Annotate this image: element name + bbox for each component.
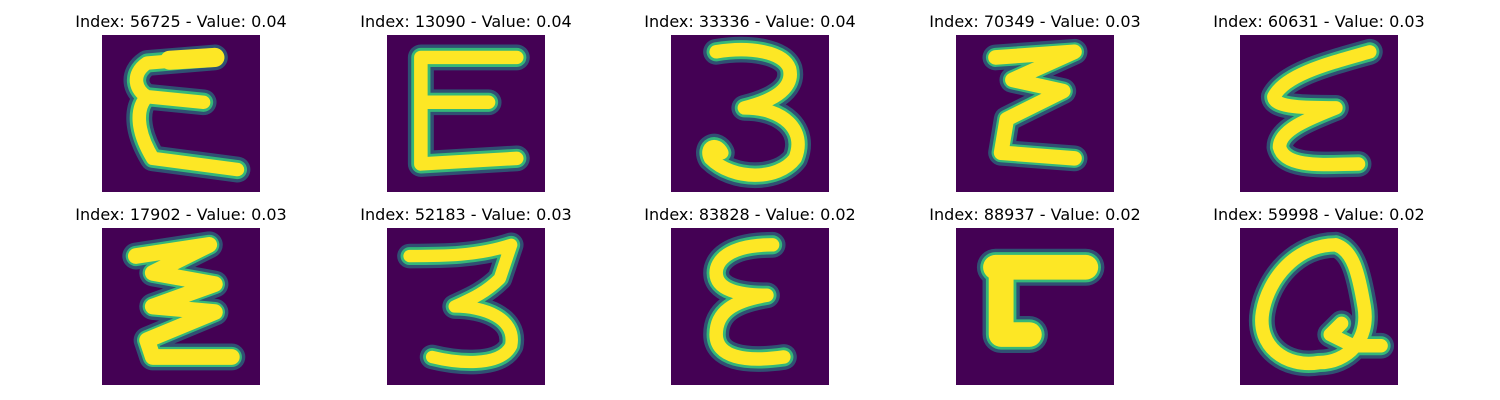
panel-6: Index: 17902 - Value: 0.03 bbox=[56, 205, 306, 395]
panel-title: Index: 56725 - Value: 0.04 bbox=[75, 12, 287, 31]
panel-title: Index: 59998 - Value: 0.02 bbox=[1213, 205, 1425, 224]
panel-2: Index: 13090 - Value: 0.04 bbox=[341, 12, 591, 202]
digit-image bbox=[1240, 35, 1398, 192]
panel-8: Index: 83828 - Value: 0.02 bbox=[625, 205, 875, 395]
panel-title: Index: 70349 - Value: 0.03 bbox=[929, 12, 1141, 31]
panel-10: Index: 59998 - Value: 0.02 bbox=[1194, 205, 1444, 395]
panel-title: Index: 13090 - Value: 0.04 bbox=[360, 12, 572, 31]
digit-image bbox=[1240, 228, 1398, 385]
digit-image bbox=[102, 228, 260, 385]
digit-image bbox=[671, 228, 829, 385]
panel-title: Index: 17902 - Value: 0.03 bbox=[75, 205, 287, 224]
panel-3: Index: 33336 - Value: 0.04 bbox=[625, 12, 875, 202]
digit-image bbox=[956, 35, 1114, 192]
panel-1: Index: 56725 - Value: 0.04 bbox=[56, 12, 306, 202]
panel-title: Index: 60631 - Value: 0.03 bbox=[1213, 12, 1425, 31]
panel-title: Index: 83828 - Value: 0.02 bbox=[644, 205, 856, 224]
digit-image bbox=[387, 228, 545, 385]
panel-title: Index: 33336 - Value: 0.04 bbox=[644, 12, 856, 31]
panel-4: Index: 70349 - Value: 0.03 bbox=[910, 12, 1160, 202]
digit-image bbox=[671, 35, 829, 192]
panel-title: Index: 88937 - Value: 0.02 bbox=[929, 205, 1141, 224]
digit-image bbox=[387, 35, 545, 192]
digit-image bbox=[956, 228, 1114, 385]
panel-9: Index: 88937 - Value: 0.02 bbox=[910, 205, 1160, 395]
panel-7: Index: 52183 - Value: 0.03 bbox=[341, 205, 591, 395]
panel-5: Index: 60631 - Value: 0.03 bbox=[1194, 12, 1444, 202]
panel-title: Index: 52183 - Value: 0.03 bbox=[360, 205, 572, 224]
digit-image bbox=[102, 35, 260, 192]
